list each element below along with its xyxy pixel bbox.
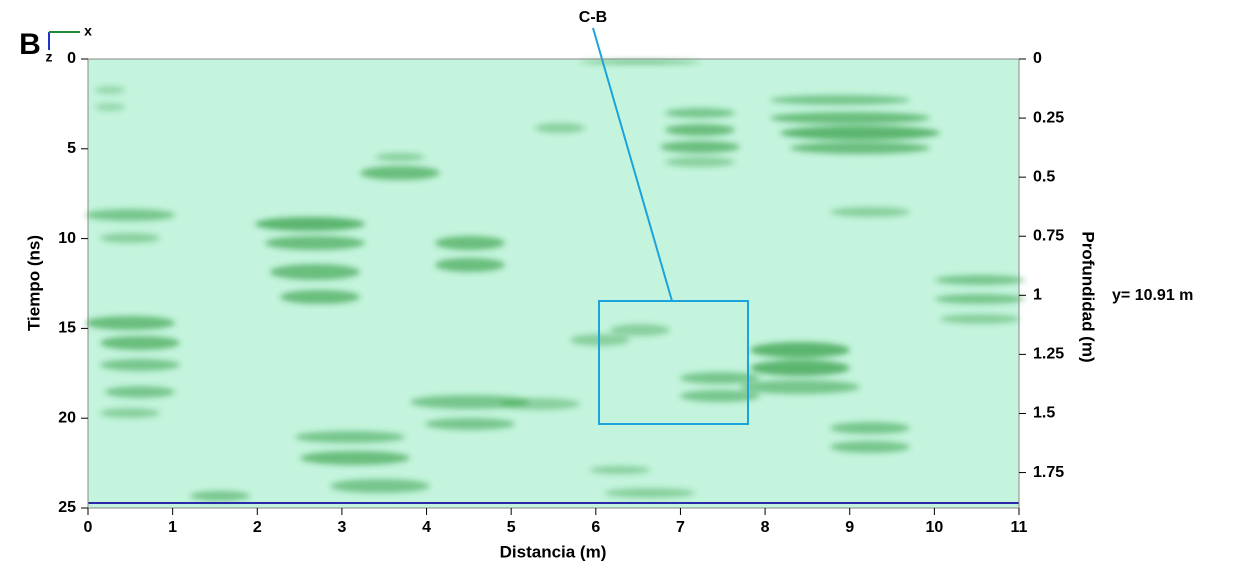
y-tick-label: 5 xyxy=(67,140,76,157)
y2-tick-label: 1.5 xyxy=(1033,405,1055,422)
y2-tick-label: 1.25 xyxy=(1033,346,1064,363)
y-tick-label: 25 xyxy=(58,499,76,516)
y2-tick-label: 0.75 xyxy=(1033,227,1064,244)
reflection xyxy=(100,408,160,418)
reflection xyxy=(665,157,735,167)
reflection xyxy=(665,124,735,136)
reflection xyxy=(830,207,910,217)
y2-tick-label: 1 xyxy=(1033,287,1042,304)
reflection xyxy=(500,398,580,410)
y-tick-label: 20 xyxy=(58,409,76,426)
reflection xyxy=(665,108,735,118)
highlight-box xyxy=(598,300,749,425)
reflection xyxy=(375,153,425,161)
x-tick-label: 6 xyxy=(591,519,600,536)
y2-tick-label: 0 xyxy=(1033,50,1042,67)
y2-tick-label: 1.75 xyxy=(1033,464,1064,481)
reflection xyxy=(300,451,410,465)
reflection xyxy=(100,359,180,371)
reflection xyxy=(85,209,175,221)
reflection xyxy=(425,418,515,430)
reflection xyxy=(295,431,405,443)
reflection xyxy=(935,275,1025,285)
reflection xyxy=(435,236,505,250)
reflection xyxy=(280,290,360,304)
reflection xyxy=(770,95,910,105)
reflection xyxy=(265,236,365,250)
x-tick-label: 2 xyxy=(253,519,262,536)
reflection xyxy=(435,258,505,272)
reflection xyxy=(660,141,740,153)
reflection xyxy=(95,86,125,94)
reflection xyxy=(270,264,360,280)
reflection xyxy=(790,142,930,154)
reflection xyxy=(105,386,175,398)
x-tick-label: 3 xyxy=(337,519,346,536)
reflection xyxy=(410,395,530,409)
reflection xyxy=(770,112,930,124)
reflection xyxy=(750,360,850,376)
x-tick-label: 0 xyxy=(84,519,93,536)
reflection xyxy=(680,372,760,384)
reflection xyxy=(780,126,940,140)
y-axis-label: Tiempo (ns) xyxy=(24,235,43,331)
panel-label: B xyxy=(19,28,41,61)
reflection xyxy=(935,294,1025,304)
side-label: y= 10.91 m xyxy=(1112,287,1193,304)
x-tick-label: 5 xyxy=(507,519,516,536)
reflection xyxy=(330,479,430,493)
y2-axis-label: Profundidad (m) xyxy=(1079,231,1098,362)
y-tick-label: 0 xyxy=(67,50,76,67)
x-axis-label: Distancia (m) xyxy=(500,542,607,561)
reflection xyxy=(750,342,850,358)
y-tick-label: 15 xyxy=(58,320,76,337)
reflection xyxy=(100,233,160,243)
reflection xyxy=(255,217,365,231)
y2-tick-label: 0.25 xyxy=(1033,109,1064,126)
annotation: C-B xyxy=(579,9,607,26)
x-tick-label: 7 xyxy=(676,519,685,536)
x-tick-label: 9 xyxy=(845,519,854,536)
reflections xyxy=(85,60,1025,501)
axis-glyph-x: x xyxy=(84,23,92,39)
x-tick-label: 11 xyxy=(1011,519,1028,536)
reflection xyxy=(85,316,175,330)
x-tick-label: 10 xyxy=(925,519,943,536)
x-tick-label: 8 xyxy=(761,519,770,536)
reflection xyxy=(940,314,1020,324)
callout-line xyxy=(592,27,673,302)
reflection xyxy=(190,491,250,501)
reflection xyxy=(830,422,910,434)
reflection xyxy=(590,466,650,474)
reflection xyxy=(95,103,125,111)
reflection xyxy=(610,324,670,336)
reflection xyxy=(100,336,180,350)
x-tick-label: 1 xyxy=(168,519,177,536)
reflection xyxy=(680,390,760,402)
reflection xyxy=(605,488,695,498)
reflection xyxy=(830,441,910,453)
axis-glyph-z: z xyxy=(46,49,53,65)
reflection xyxy=(535,123,585,133)
y-tick-label: 10 xyxy=(58,230,76,247)
reflection xyxy=(740,380,860,394)
reflection xyxy=(360,166,440,180)
plot-frame xyxy=(87,58,1020,509)
reflection xyxy=(580,60,700,64)
x-tick-label: 4 xyxy=(422,519,431,536)
y2-tick-label: 0.5 xyxy=(1033,168,1055,185)
